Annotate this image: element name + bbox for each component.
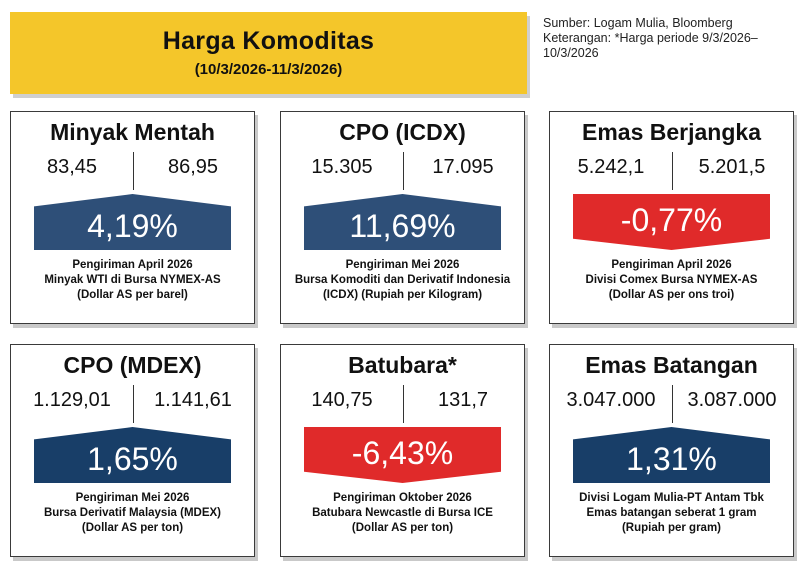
desc-line: (ICDX) (Rupiah per Kilogram)	[322, 289, 483, 301]
change-banner: 4,19%	[34, 194, 231, 250]
change-banner: -6,43%	[304, 427, 501, 483]
header-banner: Harga Komoditas (10/3/2026-11/3/2026)	[10, 12, 527, 94]
desc-line: Bursa Komoditi dan Derivatif Indonesia	[294, 274, 511, 286]
value-divider	[671, 152, 673, 190]
card-emas-batangan: Emas Batangan 3.047.000 3.087.000 1,31% …	[549, 344, 794, 557]
card-title: Emas Berjangka	[582, 119, 761, 145]
change-banner: -0,77%	[573, 194, 770, 250]
source-note: Sumber: Logam Mulia, Bloomberg Keteranga…	[543, 16, 793, 61]
change-banner: 1,31%	[573, 427, 770, 483]
value-divider	[402, 385, 404, 423]
desc-line: (Dollar AS per ton)	[351, 522, 454, 534]
value-divider	[402, 152, 404, 190]
price-previous: 3.047.000	[566, 389, 656, 411]
desc-line: Batubara Newcastle di Bursa ICE	[312, 507, 493, 519]
price-values: 83,45 86,95	[11, 152, 254, 190]
card-description: Pengiriman April 2026 Divisi Comex Bursa…	[550, 258, 793, 303]
card-title: CPO (MDEX)	[63, 352, 202, 378]
desc-line: Emas batangan seberat 1 gram	[586, 507, 757, 519]
desc-line: Minyak WTI di Bursa NYMEX-AS	[44, 274, 221, 286]
price-current: 17.095	[432, 156, 494, 178]
change-banner: 1,65%	[34, 427, 231, 483]
price-values: 15.305 17.095	[281, 152, 524, 190]
desc-line: Pengiriman April 2026	[72, 259, 193, 271]
card-emas-berjangka: Emas Berjangka 5.242,1 5.201,5 -0,77% Pe…	[549, 111, 794, 324]
card-title: CPO (ICDX)	[339, 119, 466, 145]
desc-line: (Rupiah per gram)	[621, 522, 722, 534]
desc-line: (Dollar AS per barel)	[77, 289, 188, 301]
desc-line: Pengiriman Mei 2026	[75, 492, 190, 504]
card-minyak-mentah: Minyak Mentah 83,45 86,95 4,19% Pengirim…	[10, 111, 255, 324]
card-description: Pengiriman Mei 2026 Bursa Derivatif Mala…	[11, 491, 254, 536]
price-current: 5.201,5	[698, 156, 766, 178]
price-current: 86,95	[167, 156, 219, 178]
card-cpo-icdx: CPO (ICDX) 15.305 17.095 11,69% Pengirim…	[280, 111, 525, 324]
change-banner: 11,69%	[304, 194, 501, 250]
card-cpo-mdex: CPO (MDEX) 1.129,01 1.141,61 1,65% Pengi…	[10, 344, 255, 557]
desc-line: (Dollar AS per ons troi)	[608, 289, 735, 301]
desc-line: Pengiriman Oktober 2026	[333, 492, 472, 504]
period-label: (10/3/2026-11/3/2026)	[194, 61, 343, 78]
price-values: 1.129,01 1.141,61	[11, 385, 254, 423]
price-values: 3.047.000 3.087.000	[550, 385, 793, 423]
price-previous: 140,75	[311, 389, 373, 411]
price-current: 131,7	[437, 389, 489, 411]
price-values: 140,75 131,7	[281, 385, 524, 423]
card-title: Minyak Mentah	[50, 119, 215, 145]
card-description: Divisi Logam Mulia-PT Antam Tbk Emas bat…	[550, 491, 793, 536]
price-values: 5.242,1 5.201,5	[550, 152, 793, 190]
card-title: Emas Batangan	[585, 352, 758, 378]
desc-line: Bursa Derivatif Malaysia (MDEX)	[43, 507, 222, 519]
price-current: 1.141,61	[154, 389, 232, 411]
desc-line: (Dollar AS per ton)	[81, 522, 184, 534]
desc-line: Divisi Comex Bursa NYMEX-AS	[585, 274, 758, 286]
value-divider	[132, 152, 134, 190]
desc-line: Divisi Logam Mulia-PT Antam Tbk	[579, 492, 764, 504]
card-description: Pengiriman Mei 2026 Bursa Komoditi dan D…	[281, 258, 524, 303]
desc-line: Pengiriman April 2026	[611, 259, 732, 271]
value-divider	[671, 385, 673, 423]
price-previous: 15.305	[311, 156, 373, 178]
note-line: Keterangan: *Harga periode 9/3/2026–10/3…	[543, 31, 758, 60]
card-batubara: Batubara* 140,75 131,7 -6,43% Pengiriman…	[280, 344, 525, 557]
desc-line: Pengiriman Mei 2026	[345, 259, 460, 271]
card-description: Pengiriman Oktober 2026 Batubara Newcast…	[281, 491, 524, 536]
card-description: Pengiriman April 2026 Minyak WTI di Burs…	[11, 258, 254, 303]
page-title: Harga Komoditas	[162, 27, 375, 55]
source-line: Sumber: Logam Mulia, Bloomberg	[543, 16, 733, 30]
price-previous: 1.129,01	[33, 389, 111, 411]
price-previous: 5.242,1	[577, 156, 645, 178]
value-divider	[132, 385, 134, 423]
card-title: Batubara*	[348, 352, 457, 378]
price-current: 3.087.000	[687, 389, 777, 411]
price-previous: 83,45	[46, 156, 98, 178]
